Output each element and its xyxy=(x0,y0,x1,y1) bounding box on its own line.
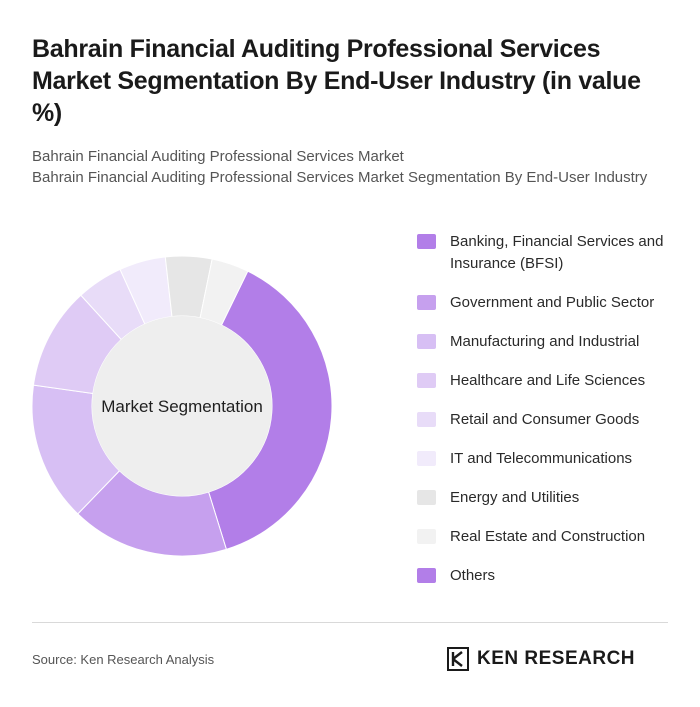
footer-divider xyxy=(32,622,668,623)
donut-center xyxy=(92,316,272,496)
legend-item[interactable]: IT and Telecommunications xyxy=(417,448,687,470)
donut-center-label: Market Segmentation xyxy=(101,397,263,416)
ken-research-k-icon xyxy=(447,647,469,671)
chart-legend: Banking, Financial Services and Insuranc… xyxy=(417,231,687,604)
legend-swatch xyxy=(417,529,436,544)
legend-swatch xyxy=(417,490,436,505)
subtitle-line-1: Bahrain Financial Auditing Professional … xyxy=(32,148,404,165)
chart-subtitle: Bahrain Financial Auditing Professional … xyxy=(32,146,682,188)
legend-swatch xyxy=(417,412,436,427)
donut-slices xyxy=(31,255,333,557)
legend-swatch xyxy=(417,451,436,466)
legend-item[interactable]: Others xyxy=(417,565,687,587)
legend-label: Others xyxy=(450,567,496,584)
legend-label: Manufacturing and Industrial xyxy=(450,333,640,350)
legend-swatch xyxy=(417,295,436,310)
legend-swatch xyxy=(417,373,436,388)
legend-label: Banking, Financial Services and Insuranc… xyxy=(450,233,664,272)
legend-swatch xyxy=(417,334,436,349)
legend-label: Retail and Consumer Goods xyxy=(450,411,640,428)
chart-title: Bahrain Financial Auditing Professional … xyxy=(32,35,641,127)
legend-swatch xyxy=(417,568,436,583)
legend-item[interactable]: Government and Public Sector xyxy=(417,292,687,314)
legend-label: Government and Public Sector xyxy=(450,294,655,311)
ken-research-logo: KEN RESEARCH xyxy=(447,647,635,671)
legend-label: Real Estate and Construction xyxy=(450,528,646,545)
legend-item[interactable]: Energy and Utilities xyxy=(417,487,687,509)
legend-item[interactable]: Real Estate and Construction xyxy=(417,526,687,548)
legend-item[interactable]: Retail and Consumer Goods xyxy=(417,409,687,431)
legend-item[interactable]: Banking, Financial Services and Insuranc… xyxy=(417,231,687,275)
legend-item[interactable]: Manufacturing and Industrial xyxy=(417,331,687,353)
legend-label: Healthcare and Life Sciences xyxy=(450,372,646,389)
legend-swatch xyxy=(417,234,436,249)
legend-item[interactable]: Healthcare and Life Sciences xyxy=(417,370,687,392)
subtitle-line-2: Bahrain Financial Auditing Professional … xyxy=(32,169,648,186)
donut-chart: Market Segmentation xyxy=(31,255,333,557)
legend-label: IT and Telecommunications xyxy=(450,450,633,467)
source-note: Source: Ken Research Analysis xyxy=(32,652,215,667)
legend-label: Energy and Utilities xyxy=(450,489,580,506)
logo-text: KEN RESEARCH xyxy=(477,648,636,669)
